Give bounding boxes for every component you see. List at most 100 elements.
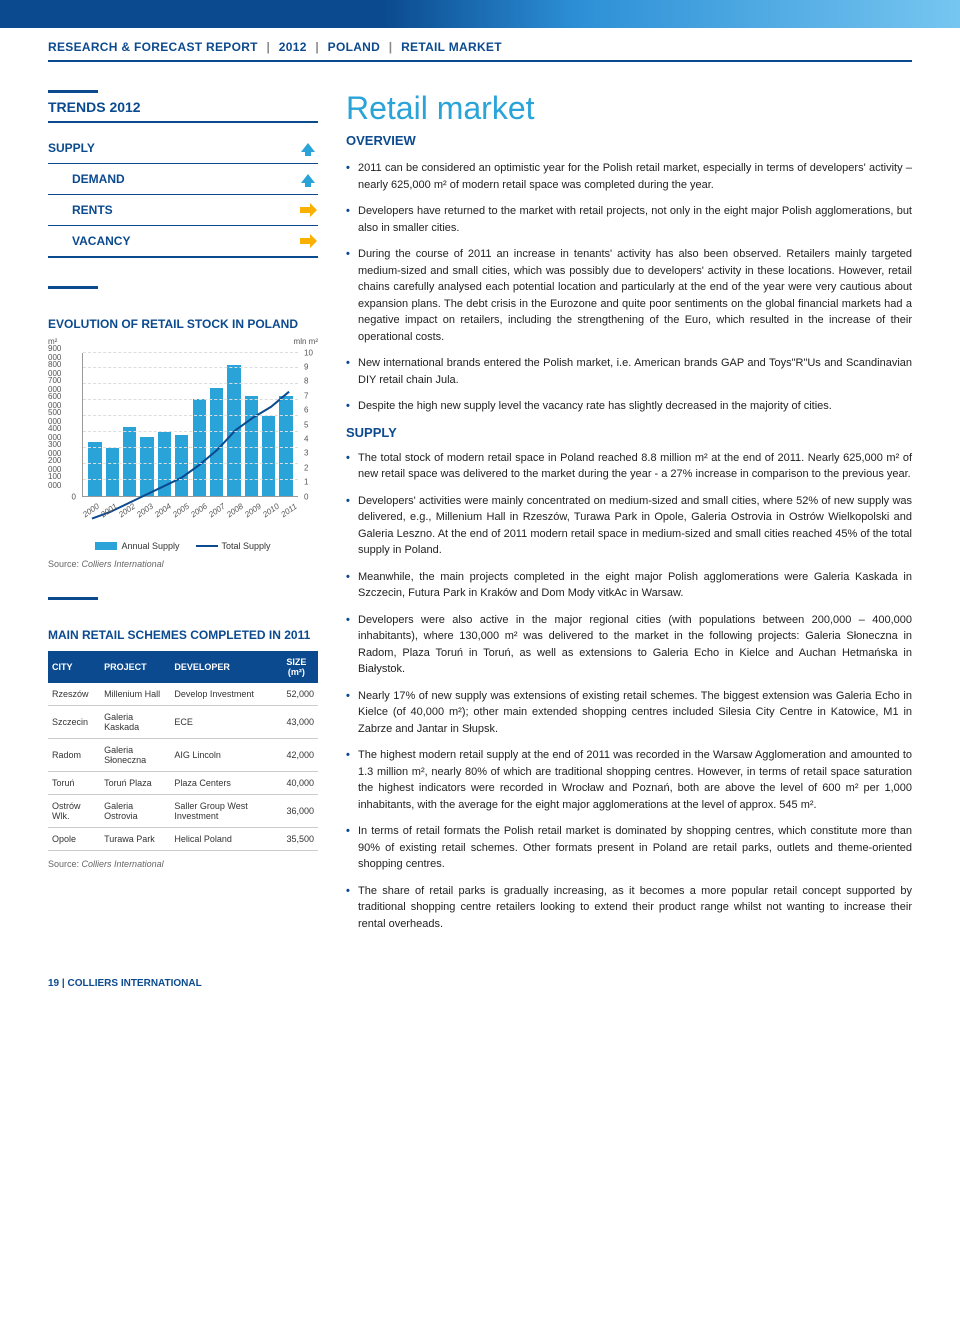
- trend-row: DEMAND: [48, 164, 318, 195]
- x-tick: 2011: [279, 501, 299, 519]
- table-cell: Galeria Słoneczna: [100, 739, 170, 772]
- trend-label: RENTS: [48, 203, 113, 217]
- page: RESEARCH & FORECAST REPORT | 2012 | POLA…: [0, 40, 960, 1009]
- table-cell: 42,000: [275, 739, 318, 772]
- title-p3: RETAIL MARKET: [401, 40, 502, 54]
- bullet-item: The highest modern retail supply at the …: [346, 747, 912, 813]
- x-tick: 2002: [117, 501, 137, 519]
- bullet-item: Despite the high new supply level the va…: [346, 398, 912, 415]
- source-val: Colliers International: [82, 559, 164, 569]
- grid-line: [83, 352, 298, 353]
- x-tick: 2009: [243, 501, 263, 519]
- table-cell: Opole: [48, 828, 100, 851]
- grid-line: [83, 415, 298, 416]
- table-cell: 52,000: [275, 683, 318, 706]
- table-cell: 40,000: [275, 772, 318, 795]
- bullet-item: New international brands entered the Pol…: [346, 355, 912, 388]
- table-cell: 35,500: [275, 828, 318, 851]
- trend-label: VACANCY: [48, 234, 130, 248]
- section-bar: [48, 90, 98, 93]
- table-row: RadomGaleria SłonecznaAIG Lincoln42,000: [48, 739, 318, 772]
- table-header-cell: SIZE (m²): [275, 651, 318, 683]
- x-tick: 2005: [171, 501, 191, 519]
- y-right-tick: 4: [304, 434, 308, 443]
- table-cell: Toruń: [48, 772, 100, 795]
- trend-row: VACANCY: [48, 226, 318, 258]
- y-right-tick: 0: [304, 492, 308, 501]
- title-p0: RESEARCH & FORECAST REPORT: [48, 40, 258, 54]
- trend-rows: SUPPLYDEMANDRENTSVACANCY: [48, 133, 318, 258]
- grid-line: [83, 479, 298, 480]
- x-tick: 2010: [261, 501, 281, 519]
- table-title: MAIN RETAIL SCHEMES COMPLETED IN 2011: [48, 628, 318, 644]
- table-cell: Develop Investment: [170, 683, 274, 706]
- chart-area: [82, 353, 298, 497]
- arrow-up-icon: [298, 138, 318, 158]
- x-tick: 2001: [99, 501, 119, 519]
- schemes-table: CITYPROJECTDEVELOPERSIZE (m²) RzeszówMil…: [48, 651, 318, 851]
- swatch-bar: [95, 542, 117, 550]
- arrow-up-icon: [298, 169, 318, 189]
- y-right-tick: 8: [304, 377, 308, 386]
- overview-bullets: 2011 can be considered an optimistic yea…: [346, 160, 912, 415]
- y-left-tick: 0: [72, 492, 76, 501]
- table-cell: Radom: [48, 739, 100, 772]
- page-number: 19: [48, 978, 59, 989]
- y-right-tick: 1: [304, 478, 308, 487]
- trends-title: TRENDS 2012: [48, 99, 141, 115]
- bullet-item: Nearly 17% of new supply was extensions …: [346, 688, 912, 738]
- chart-bar: [88, 442, 101, 496]
- x-axis-labels: 2000200120022003200420052006200720082009…: [82, 506, 298, 515]
- bullet-item: Developers have returned to the market w…: [346, 203, 912, 236]
- x-tick: 2008: [225, 501, 245, 519]
- legend-bar-label: Annual Supply: [121, 541, 179, 551]
- arrow-right-icon: [298, 200, 318, 220]
- table-row: Ostrów Wlk.Galeria OstroviaSaller Group …: [48, 795, 318, 828]
- table-cell: Millenium Hall: [100, 683, 170, 706]
- left-column: TRENDS 2012 SUPPLYDEMANDRENTSVACANCY EVO…: [48, 90, 318, 942]
- table-cell: AIG Lincoln: [170, 739, 274, 772]
- table-header-cell: DEVELOPER: [170, 651, 274, 683]
- grid-line: [83, 399, 298, 400]
- grid-line: [83, 383, 298, 384]
- sep: |: [266, 40, 270, 54]
- y-right-tick: 9: [304, 362, 308, 371]
- x-tick: 2006: [189, 501, 209, 519]
- table-header-cell: CITY: [48, 651, 100, 683]
- table-cell: Helical Poland: [170, 828, 274, 851]
- table-source: Source: Colliers International: [48, 859, 318, 869]
- y-left-tick: 100 000: [48, 472, 76, 490]
- source-label: Source:: [48, 559, 79, 569]
- table-cell: 36,000: [275, 795, 318, 828]
- doc-title: RESEARCH & FORECAST REPORT | 2012 | POLA…: [48, 40, 912, 62]
- y-right-tick: 7: [304, 391, 308, 400]
- sep: |: [389, 40, 393, 54]
- trends-block: TRENDS 2012: [48, 99, 318, 123]
- chart-bar: [175, 435, 188, 495]
- bullet-item: The share of retail parks is gradually i…: [346, 883, 912, 933]
- chart-source: Source: Colliers International: [48, 559, 318, 569]
- overview-heading: OVERVIEW: [346, 133, 912, 148]
- x-tick: 2000: [81, 501, 101, 519]
- table-head: CITYPROJECTDEVELOPERSIZE (m²): [48, 651, 318, 683]
- right-column: Retail market OVERVIEW 2011 can be consi…: [346, 90, 912, 942]
- grid-line: [83, 463, 298, 464]
- table-row: RzeszówMillenium HallDevelop Investment5…: [48, 683, 318, 706]
- bullet-item: Developers were also active in the major…: [346, 612, 912, 678]
- y-right-tick: 10: [304, 348, 313, 357]
- bullet-item: During the course of 2011 an increase in…: [346, 246, 912, 345]
- x-tick: 2003: [135, 501, 155, 519]
- bullet-item: In terms of retail formats the Polish re…: [346, 823, 912, 873]
- table-row: SzczecinGaleria KaskadaECE43,000: [48, 706, 318, 739]
- footer: 19 | COLLIERS INTERNATIONAL: [48, 978, 912, 989]
- title-p2: POLAND: [328, 40, 380, 54]
- bullet-item: Developers' activities were mainly conce…: [346, 493, 912, 559]
- chart-bar: [245, 396, 258, 496]
- arrow-right-icon: [298, 231, 318, 251]
- table-cell: Plaza Centers: [170, 772, 274, 795]
- table-row: ToruńToruń PlazaPlaza Centers40,000: [48, 772, 318, 795]
- axis-right-unit: mln m²: [294, 337, 318, 346]
- supply-heading: SUPPLY: [346, 425, 912, 440]
- table-cell: Galeria Ostrovia: [100, 795, 170, 828]
- y-right-tick: 3: [304, 449, 308, 458]
